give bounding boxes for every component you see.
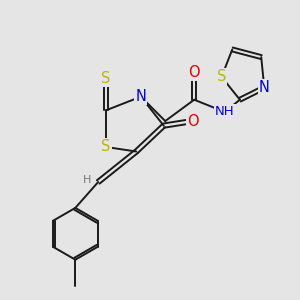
Text: S: S: [101, 71, 110, 86]
Text: O: O: [187, 114, 199, 129]
Text: NH: NH: [215, 105, 235, 119]
Text: S: S: [217, 69, 226, 84]
Text: N: N: [259, 80, 270, 95]
Text: H: H: [82, 176, 91, 185]
Text: O: O: [188, 65, 200, 80]
Text: N: N: [135, 89, 146, 104]
Text: S: S: [101, 140, 110, 154]
